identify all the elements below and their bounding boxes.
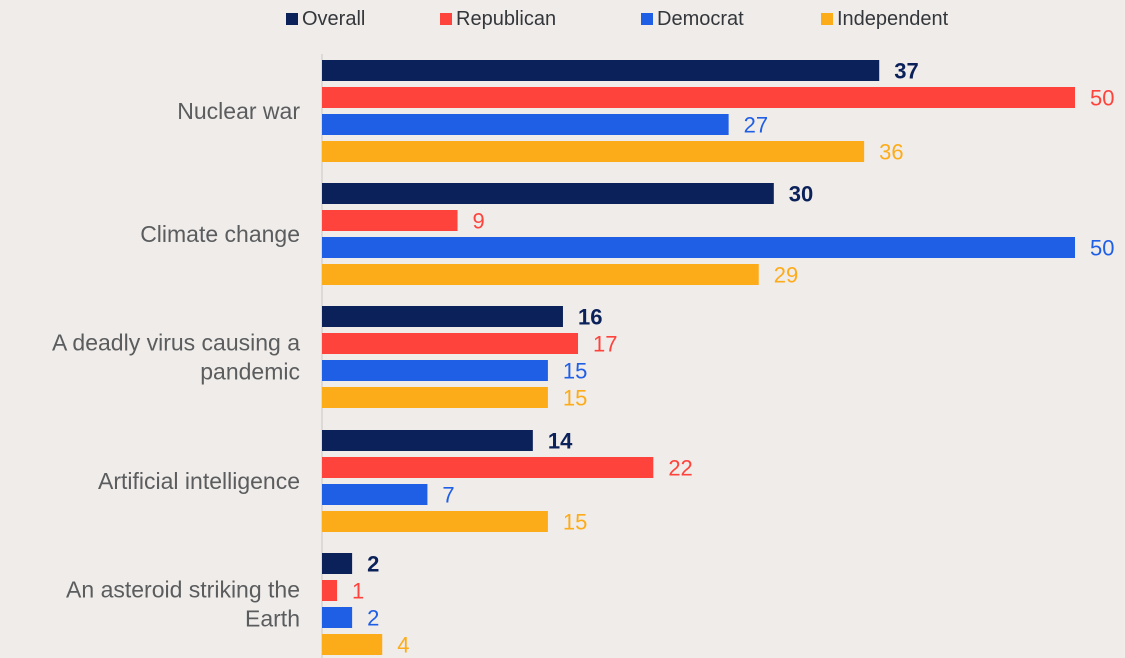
bar-overall — [322, 60, 880, 81]
category-label-line: Climate change — [140, 221, 300, 247]
bar-independent — [322, 141, 865, 162]
legend-item-republican: Republican — [440, 6, 556, 32]
category-label-line: Nuclear war — [177, 98, 300, 124]
data-label: 27 — [744, 113, 768, 138]
data-label: 37 — [894, 59, 918, 84]
bar-independent — [322, 387, 548, 408]
category-label-line: An asteroid striking the — [66, 577, 300, 603]
bar-independent — [322, 511, 548, 532]
legend-item-democrat: Democrat — [641, 6, 744, 32]
data-label: 36 — [879, 140, 903, 165]
data-label: 2 — [367, 552, 379, 577]
bar-republican — [322, 457, 654, 478]
legend-label: Democrat — [657, 7, 744, 30]
data-label: 15 — [563, 510, 587, 535]
bar-independent — [322, 634, 383, 655]
category-label: Climate change — [140, 221, 300, 247]
legend-swatch — [286, 13, 298, 25]
category-label: Artificial intelligence — [98, 468, 300, 494]
data-label: 17 — [593, 332, 617, 357]
category-label: Nuclear war — [177, 98, 300, 124]
data-label: 1 — [352, 579, 364, 604]
legend-label: Independent — [837, 7, 949, 30]
category-label: A deadly virus causing a pandemic — [52, 330, 300, 385]
data-label: 2 — [367, 606, 379, 631]
data-label: 50 — [1090, 86, 1114, 111]
bar-democrat — [322, 114, 729, 135]
category-label-line: Earth — [245, 606, 300, 632]
bar-republican — [322, 333, 579, 354]
data-label: 15 — [563, 386, 587, 411]
category-label-line: pandemic — [200, 359, 300, 385]
legend-label: Overall — [302, 7, 366, 30]
legend-label: Republican — [456, 7, 557, 30]
bar-republican — [322, 210, 458, 231]
category-label: An asteroid striking the Earth — [66, 577, 300, 632]
bar-republican — [322, 87, 1075, 108]
data-label: 9 — [473, 209, 485, 234]
data-label: 16 — [578, 305, 602, 330]
bar-democrat — [322, 607, 353, 628]
bar-democrat — [322, 237, 1075, 258]
bar-republican — [322, 580, 338, 601]
bar-overall — [322, 430, 533, 451]
data-label: 15 — [563, 359, 587, 384]
bar-overall — [322, 306, 563, 327]
bar-independent — [322, 264, 759, 285]
data-label: 4 — [397, 633, 409, 658]
data-label: 22 — [668, 456, 692, 481]
bar-overall — [322, 553, 353, 574]
bar-democrat — [322, 484, 428, 505]
legend-swatch — [440, 13, 452, 25]
data-label: 50 — [1090, 236, 1114, 261]
legend-item-overall: Overall — [286, 6, 365, 32]
legend-swatch — [641, 13, 653, 25]
bar-overall — [322, 183, 774, 204]
data-label: 14 — [548, 429, 573, 454]
bar-democrat — [322, 360, 548, 381]
category-label-line: Artificial intelligence — [98, 468, 300, 494]
category-label-line: A deadly virus causing a — [52, 330, 300, 356]
legend-swatch — [821, 13, 833, 25]
data-label: 7 — [442, 483, 454, 508]
legend-item-independent: Independent — [821, 6, 948, 32]
data-label: 30 — [789, 182, 813, 207]
data-label: 29 — [774, 263, 798, 288]
legend: Overall Republican Democrat Independent — [0, 6, 1125, 32]
